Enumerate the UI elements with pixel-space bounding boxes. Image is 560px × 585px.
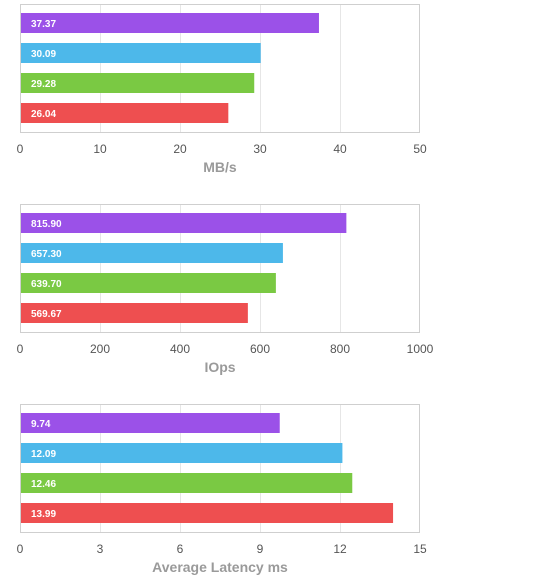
x-tick-label: 12 [333, 542, 347, 556]
bar-value-label: 9.74 [31, 419, 51, 430]
x-tick-label: 9 [257, 542, 264, 556]
x-tick-label: 20 [173, 142, 187, 156]
x-tick-label: 0 [17, 542, 24, 556]
chart-3: 9.74 12.09 12.46 13.99 0 3 6 9 12 15 Average Laten… [17, 404, 427, 575]
bar-value-label: 30.09 [31, 49, 56, 60]
x-tick-label: 10 [93, 142, 107, 156]
bar-value-label: 569.67 [31, 309, 62, 320]
bar [21, 273, 276, 293]
x-tick-label: 800 [330, 342, 350, 356]
bar [21, 13, 319, 33]
bar-value-label: 37.37 [31, 19, 56, 30]
x-tick-label: 200 [90, 342, 110, 356]
bar [21, 43, 261, 63]
bar [21, 413, 280, 433]
bar [21, 213, 347, 233]
x-tick-label: 3 [97, 542, 104, 556]
bar-value-label: 26.04 [31, 109, 56, 120]
bar-value-label: 13.99 [31, 509, 56, 520]
x-tick-label: 0 [17, 142, 24, 156]
bar-value-label: 29.28 [31, 79, 56, 90]
x-tick-label: 50 [413, 142, 427, 156]
chart-2: 815.90 657.30 639.70 569.67 0 200 400 600 800 100… [17, 204, 434, 375]
x-tick-label: 0 [17, 342, 24, 356]
bar-value-label: 815.90 [31, 219, 62, 230]
x-axis-title: IOps [204, 359, 235, 375]
x-tick-label: 30 [253, 142, 267, 156]
bar [21, 303, 248, 323]
bar [21, 443, 343, 463]
bar [21, 503, 394, 523]
x-tick-label: 600 [250, 342, 270, 356]
bar [21, 473, 353, 493]
bar-value-label: 639.70 [31, 279, 62, 290]
bar [21, 243, 283, 263]
bar [21, 103, 229, 123]
x-axis-title: Average Latency ms [152, 559, 288, 575]
x-tick-label: 6 [177, 542, 184, 556]
x-tick-label: 1000 [407, 342, 434, 356]
bar [21, 73, 255, 93]
x-tick-label: 400 [170, 342, 190, 356]
bar-value-label: 12.46 [31, 479, 56, 490]
chart-1: 37.37 30.09 29.28 26.04 0 10 20 30 40 50 MB/s [17, 4, 427, 175]
x-tick-label: 40 [333, 142, 347, 156]
bar-value-label: 657.30 [31, 249, 62, 260]
x-tick-label: 15 [413, 542, 427, 556]
bar-value-label: 12.09 [31, 449, 56, 460]
x-axis-title: MB/s [203, 159, 237, 175]
